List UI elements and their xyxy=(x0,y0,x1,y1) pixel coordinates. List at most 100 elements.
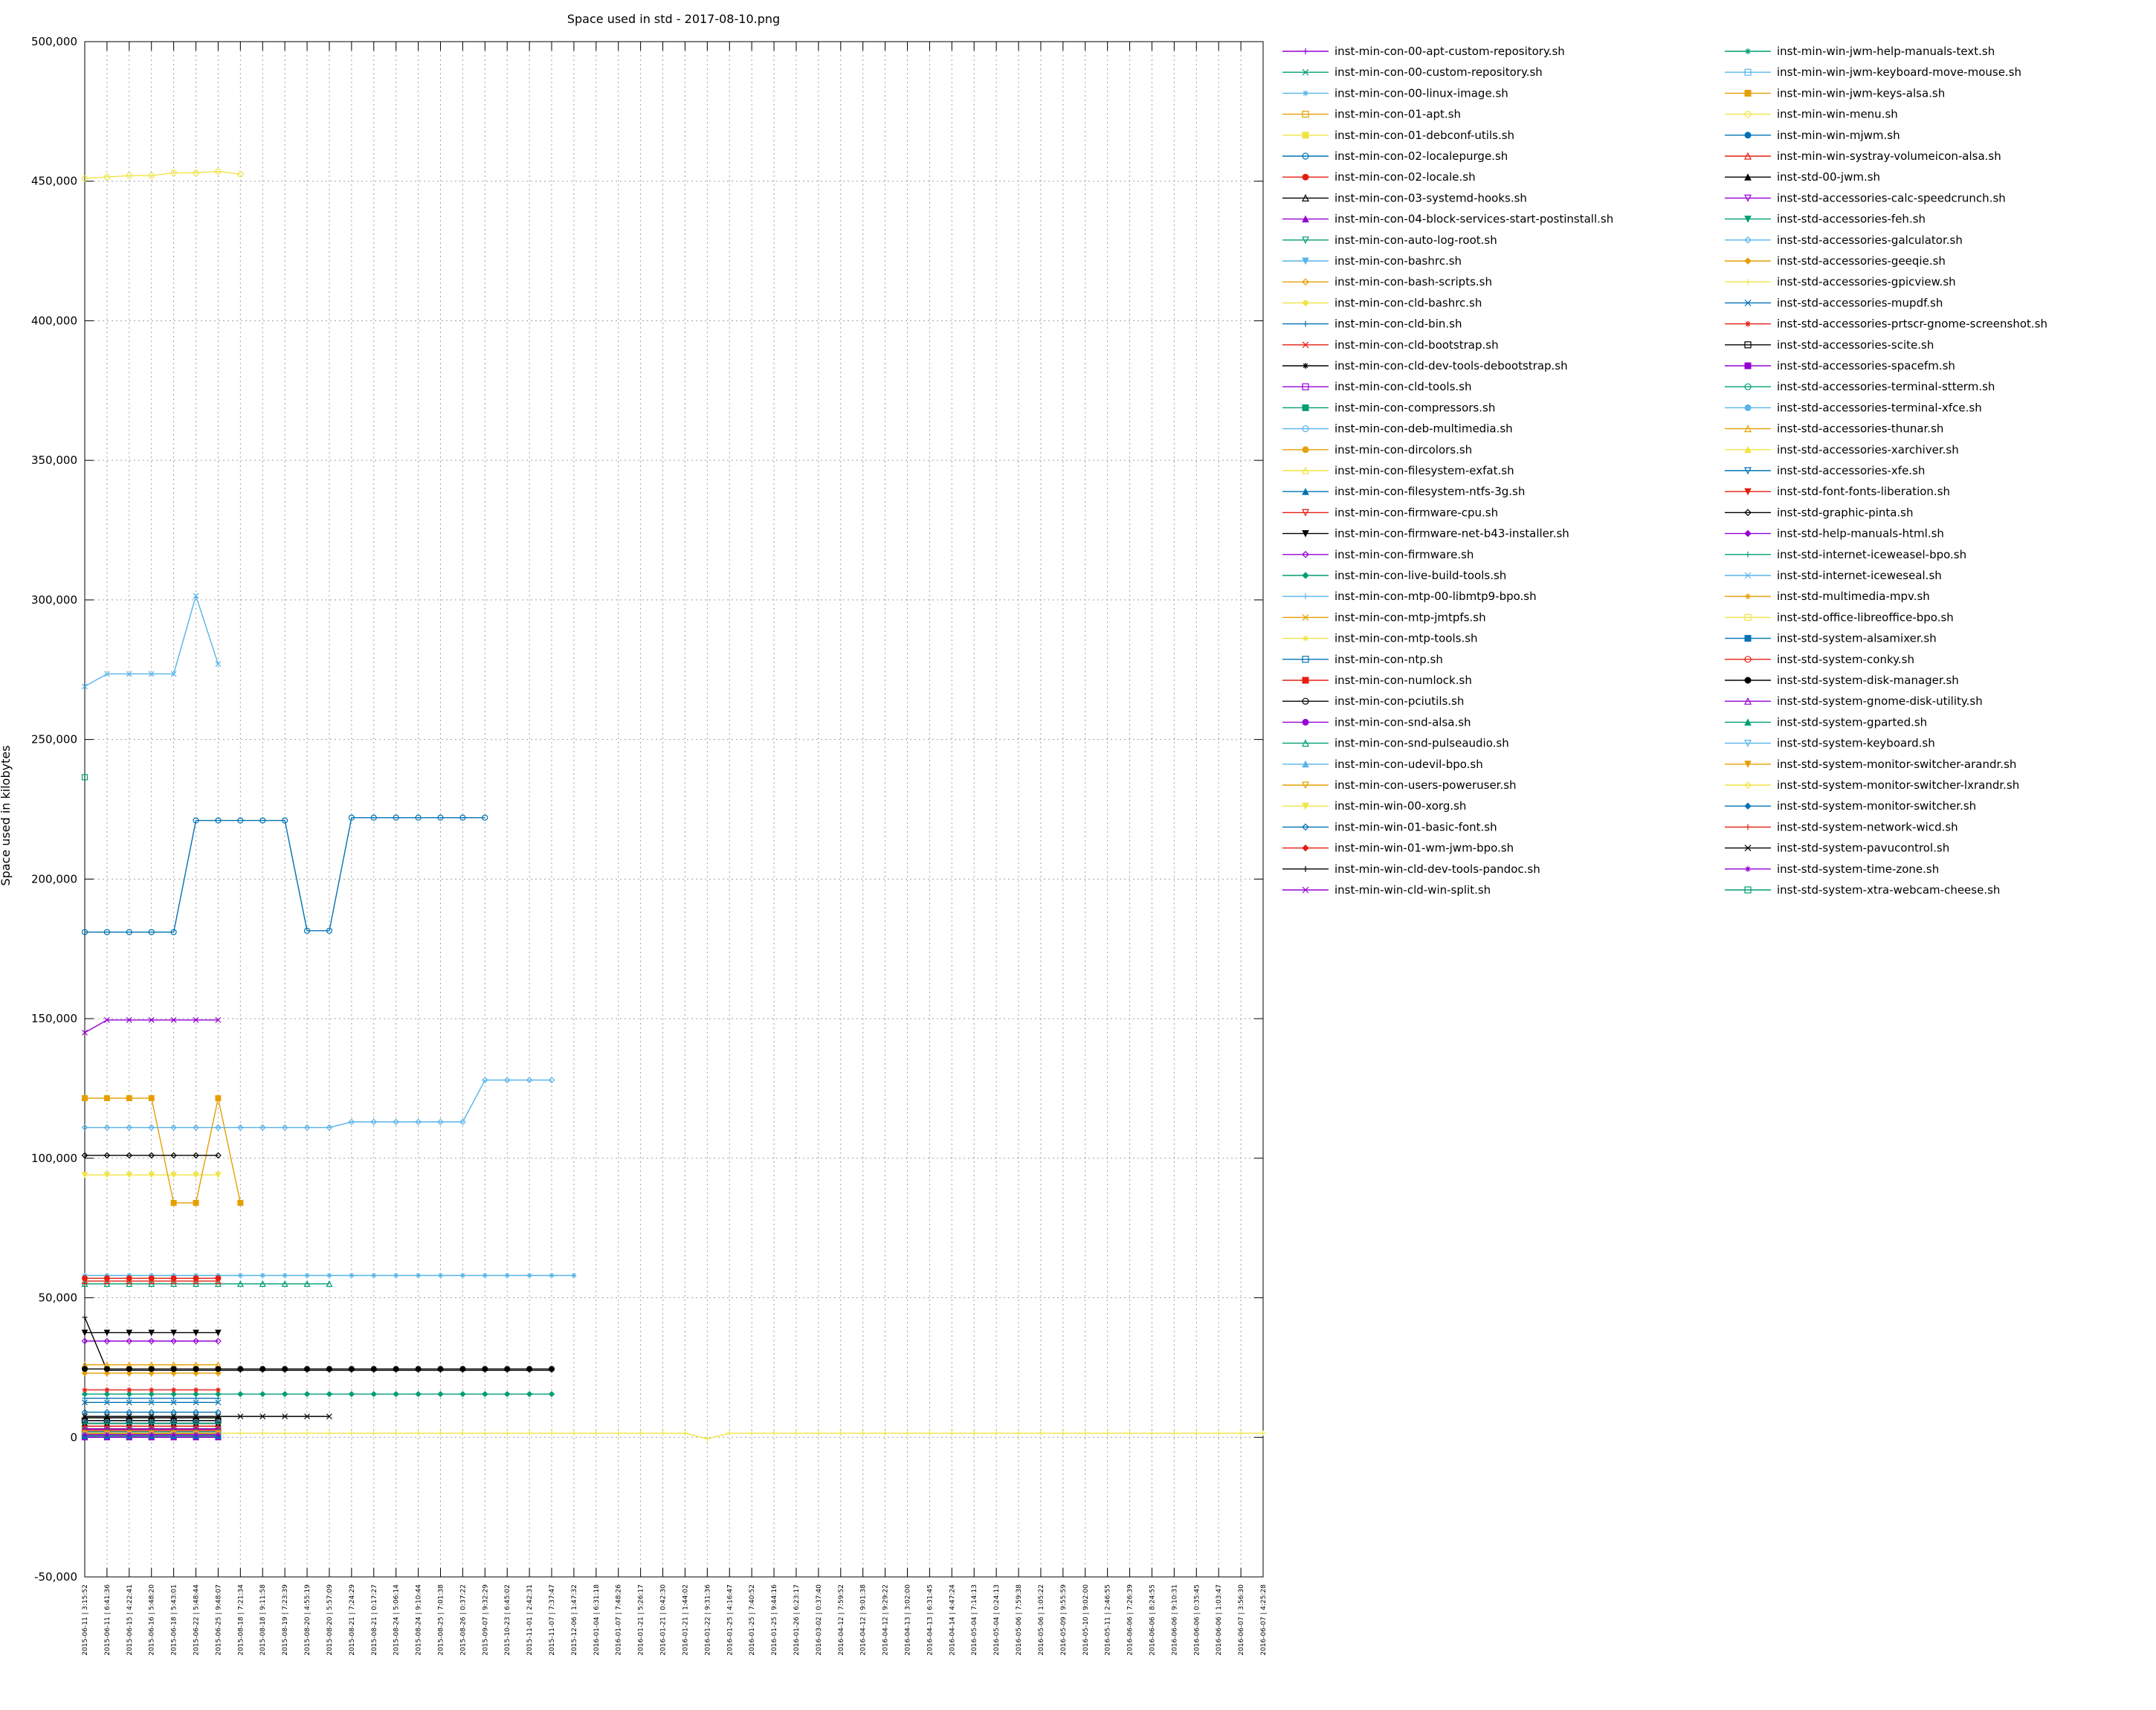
data-point xyxy=(170,1338,177,1345)
data-point xyxy=(638,1430,644,1436)
series-line xyxy=(81,1390,555,1398)
data-point xyxy=(215,1338,222,1345)
legend-label: inst-std-system-conky.sh xyxy=(1777,653,1914,666)
x-tick-label: 2016-01-21 | 5:26:17 xyxy=(638,1584,645,1656)
data-point xyxy=(103,1409,111,1416)
data-point xyxy=(149,1387,155,1393)
data-point xyxy=(1744,68,1752,76)
legend-item: inst-std-00-jwm.sh xyxy=(1725,170,1880,184)
data-point xyxy=(237,1199,244,1206)
legend-label: inst-min-con-cld-dev-tools-debootstrap.s… xyxy=(1334,359,1568,372)
legend-item: inst-min-con-01-apt.sh xyxy=(1282,108,1461,121)
x-tick-label: 2016-05-09 | 9:55:59 xyxy=(1060,1584,1068,1656)
x-tick-label: 2015-06-11 | 3:15:52 xyxy=(82,1584,89,1656)
x-tick-label: 2016-05-11 | 2:46:55 xyxy=(1105,1584,1112,1656)
data-point xyxy=(1744,529,1752,538)
legend-item: inst-min-con-compressors.sh xyxy=(1282,401,1495,414)
data-point xyxy=(215,1432,221,1438)
x-tick-label: 2016-01-26 | 6:23:17 xyxy=(793,1584,801,1656)
data-point xyxy=(1744,677,1752,684)
data-point xyxy=(415,1390,422,1398)
x-tick-label: 2016-01-25 | 9:44:16 xyxy=(771,1584,778,1656)
series-line xyxy=(81,1338,222,1345)
legend-label: inst-min-con-firmware-net-b43-installer.… xyxy=(1334,527,1569,541)
data-point xyxy=(1302,488,1309,495)
data-point xyxy=(81,175,88,182)
y-tick-labels: -50,000 0 50,000 100,000 150,000 200,000 250,0… xyxy=(31,35,77,1584)
data-point xyxy=(81,1338,88,1345)
x-tick-label: 2015-08-20 | 4:55:19 xyxy=(304,1584,312,1656)
legend-item: inst-min-win-00-xorg.sh xyxy=(1282,799,1466,813)
series-line xyxy=(82,1399,222,1406)
data-point xyxy=(1303,865,1308,872)
x-tick-label: 2016-01-04 | 6:31:18 xyxy=(593,1584,601,1656)
series-line xyxy=(82,1413,332,1420)
legend-label: inst-min-con-snd-alsa.sh xyxy=(1334,715,1471,729)
x-tick-label: 2016-06-06 | 1:03:47 xyxy=(1216,1584,1223,1656)
data-point xyxy=(1016,1430,1021,1436)
legend-item: inst-min-con-snd-alsa.sh xyxy=(1282,715,1471,729)
legend-item: inst-std-system-disk-manager.sh xyxy=(1725,674,1959,687)
legend-item: inst-std-system-xtra-webcam-cheese.sh xyxy=(1725,883,2000,897)
data-point xyxy=(1302,278,1309,286)
y-tick-label: 200,000 xyxy=(31,872,77,885)
legend-item: inst-std-accessories-thunar.sh xyxy=(1725,422,1943,436)
data-point xyxy=(281,1124,288,1131)
x-tick-label: 2015-06-18 | 5:43:01 xyxy=(171,1584,178,1656)
data-point xyxy=(193,1423,199,1429)
data-point xyxy=(259,817,266,824)
legend-label: inst-std-graphic-pinta.sh xyxy=(1777,506,1914,519)
legend-label: inst-min-con-bashrc.sh xyxy=(1334,254,1462,268)
data-point xyxy=(170,671,177,677)
series-path xyxy=(84,170,241,179)
x-tick-label: 2015-08-19 | 7:23:39 xyxy=(282,1584,289,1656)
data-point xyxy=(259,1390,266,1398)
data-point xyxy=(1302,530,1309,538)
data-point xyxy=(1302,257,1309,265)
data-point xyxy=(482,1273,488,1279)
data-point xyxy=(393,1273,399,1279)
legend-label: inst-std-accessories-geeqie.sh xyxy=(1777,254,1946,268)
legend-label: inst-std-system-monitor-switcher-lxrandr… xyxy=(1777,778,2019,792)
data-point xyxy=(370,814,377,821)
data-point xyxy=(82,1095,88,1102)
data-point xyxy=(371,1430,377,1436)
data-point xyxy=(1302,613,1309,621)
data-point xyxy=(1038,1430,1044,1436)
data-point xyxy=(126,1329,133,1337)
legend-item: inst-min-con-bash-scripts.sh xyxy=(1282,275,1492,288)
data-point xyxy=(549,1430,555,1436)
x-tick-labels: 2015-06-11 | 3:15:52 2015-06-11 | 6:41:36… xyxy=(82,1584,1268,1656)
data-point xyxy=(81,1277,88,1285)
data-point xyxy=(282,1273,288,1279)
data-point xyxy=(459,1366,466,1372)
data-point xyxy=(682,1430,688,1436)
legend-label: inst-std-system-network-wicd.sh xyxy=(1777,820,1958,833)
y-tick-label: 150,000 xyxy=(31,1012,77,1025)
data-point xyxy=(237,1390,244,1398)
data-point xyxy=(215,1369,222,1377)
data-point xyxy=(259,1430,265,1436)
legend-label: inst-std-accessories-calc-speedcrunch.sh xyxy=(1777,191,2006,204)
data-point xyxy=(993,1430,999,1436)
data-point xyxy=(349,1273,355,1279)
legend-item: inst-std-internet-iceweseal.sh xyxy=(1725,569,1942,582)
data-point xyxy=(1302,173,1309,181)
data-point xyxy=(103,1095,110,1102)
data-point xyxy=(237,817,244,824)
x-tick-label: 2015-08-24 | 5:06:14 xyxy=(393,1584,401,1656)
data-point xyxy=(1744,467,1752,475)
x-tick-label: 2015-11-01 | 2:42:31 xyxy=(526,1584,534,1656)
data-point xyxy=(326,1413,332,1420)
data-point xyxy=(170,1409,177,1416)
data-point xyxy=(303,927,311,934)
x-tick-label: 2016-06-06 | 8:24:55 xyxy=(1149,1584,1156,1656)
data-point xyxy=(282,1430,288,1436)
data-point xyxy=(170,1390,177,1398)
data-point xyxy=(393,1366,399,1372)
data-point xyxy=(526,1390,533,1398)
y-tick-label: 100,000 xyxy=(31,1152,77,1165)
series-line xyxy=(81,1329,222,1337)
data-point xyxy=(237,171,244,178)
data-point xyxy=(1744,781,1752,789)
